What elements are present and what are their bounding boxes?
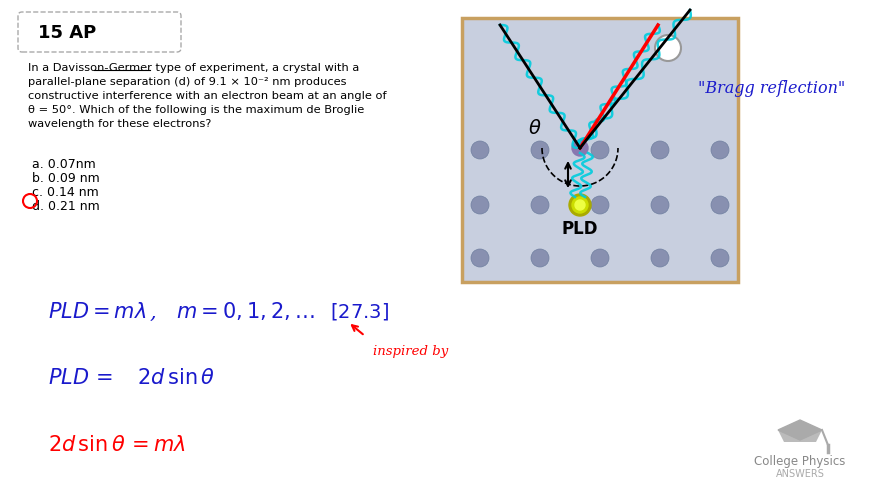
Circle shape (531, 249, 549, 267)
Text: 15 AP: 15 AP (38, 24, 96, 42)
Circle shape (591, 196, 609, 214)
Text: d. 0.21 nm: d. 0.21 nm (32, 200, 99, 213)
FancyBboxPatch shape (18, 12, 181, 52)
Text: a. 0.07nm: a. 0.07nm (32, 158, 96, 171)
Text: wavelength for these electrons?: wavelength for these electrons? (28, 119, 211, 129)
Circle shape (575, 200, 585, 210)
Text: "Bragg reflection": "Bragg reflection" (698, 79, 845, 97)
Text: ANSWERS: ANSWERS (776, 469, 824, 479)
Circle shape (569, 194, 591, 216)
Text: constructive interference with an electron beam at an angle of: constructive interference with an electr… (28, 91, 387, 101)
Text: In a Davisson-Germer type of experiment, a crystal with a: In a Davisson-Germer type of experiment,… (28, 63, 359, 73)
Circle shape (591, 249, 609, 267)
Circle shape (572, 140, 588, 156)
Text: $[27.3]$: $[27.3]$ (330, 301, 389, 322)
Circle shape (651, 249, 669, 267)
Circle shape (711, 196, 729, 214)
Text: College Physics: College Physics (754, 456, 846, 468)
Text: parallel-plane separation (d) of 9.1 × 10⁻² nm produces: parallel-plane separation (d) of 9.1 × 1… (28, 77, 347, 87)
Circle shape (711, 249, 729, 267)
Text: b. 0.09 nm: b. 0.09 nm (32, 172, 99, 185)
Circle shape (531, 196, 549, 214)
Text: c. 0.14 nm: c. 0.14 nm (32, 186, 99, 199)
Circle shape (655, 35, 681, 61)
Text: inspired by: inspired by (373, 345, 448, 358)
Text: $\theta$: $\theta$ (528, 119, 541, 137)
Text: θ = 50°. Which of the following is the maximum de Broglie: θ = 50°. Which of the following is the m… (28, 105, 365, 115)
Circle shape (711, 141, 729, 159)
Text: $PLD\, =\quad 2d\,\sin\theta$: $PLD\, =\quad 2d\,\sin\theta$ (48, 368, 215, 388)
Polygon shape (778, 420, 822, 440)
Circle shape (572, 197, 588, 213)
Circle shape (651, 141, 669, 159)
Circle shape (651, 196, 669, 214)
Text: PLD: PLD (562, 220, 599, 238)
Text: $PLD = m\lambda\,$,   $m = 0, 1, 2, \ldots$: $PLD = m\lambda\,$, $m = 0, 1, 2, \ldots… (48, 301, 315, 323)
Polygon shape (778, 430, 822, 442)
Circle shape (471, 249, 489, 267)
Circle shape (531, 141, 549, 159)
Text: $2d\,\sin\theta\, = m\lambda$: $2d\,\sin\theta\, = m\lambda$ (48, 435, 185, 455)
Circle shape (471, 196, 489, 214)
Circle shape (471, 141, 489, 159)
Circle shape (591, 141, 609, 159)
Bar (462, 18, 738, 282)
